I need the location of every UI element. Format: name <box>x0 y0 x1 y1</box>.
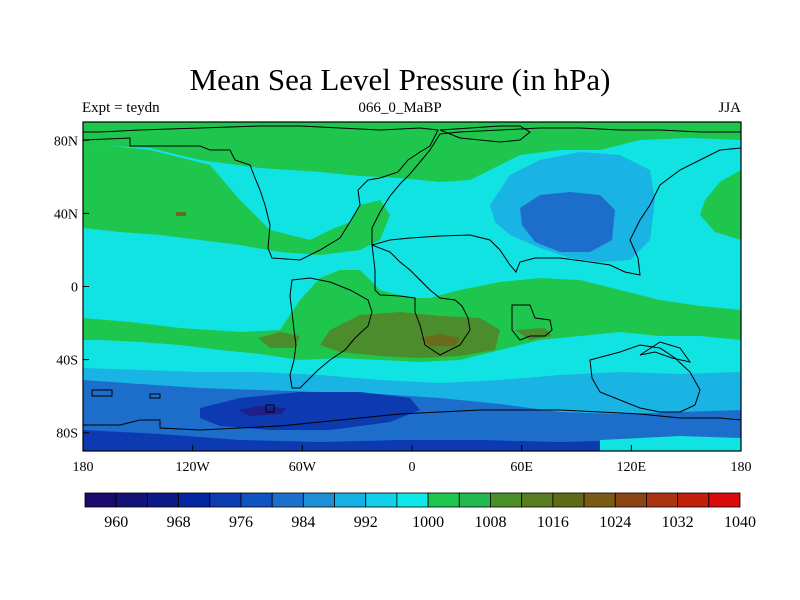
colorbar-label: 1040 <box>724 514 756 531</box>
y-tick-label: 40N <box>54 207 78 222</box>
outline-south-america <box>289 277 373 389</box>
x-tick-label: 0 <box>409 460 416 475</box>
colorbar-label: 976 <box>229 514 253 531</box>
colorbar-swatch <box>365 492 398 508</box>
colorbar-swatch <box>427 492 460 508</box>
y-tick-label: 0 <box>71 281 78 296</box>
x-tick-label: 60E <box>510 460 533 475</box>
x-tick-label: 180 <box>73 460 94 475</box>
experiment-label: Expt = teydn <box>82 100 160 116</box>
colorbar-label: 1032 <box>662 514 694 531</box>
outline-eurasia-africa <box>371 127 742 356</box>
field-brown-core <box>420 334 460 346</box>
colorbar <box>84 492 741 508</box>
outline-india-arabia <box>511 304 553 341</box>
x-tick-label: 60W <box>289 460 317 475</box>
colorbar-label: 1016 <box>537 514 569 531</box>
field-olive-east <box>515 328 552 340</box>
colorbar-swatch <box>458 492 491 508</box>
outline-australia <box>589 344 701 413</box>
colorbar-swatch <box>334 492 367 508</box>
colorbar-swatch <box>677 492 710 508</box>
y-tick-label: 40S <box>56 354 78 369</box>
colorbar-label: 1008 <box>474 514 506 531</box>
colorbar-labels: 960 968 976 984 992 1000 1008 1016 1024 1032 1040 <box>104 514 756 531</box>
x-tick-label: 120E <box>617 460 647 475</box>
field-green-west <box>83 146 390 255</box>
colorbar-label: 984 <box>291 514 315 531</box>
colorbar-label: 1000 <box>412 514 444 531</box>
colorbar-swatch <box>115 492 148 508</box>
colorbar-swatch <box>552 492 585 508</box>
field-brown-north-pacific <box>176 212 186 216</box>
colorbar-swatch <box>583 492 616 508</box>
field-olive-south-high <box>320 312 500 358</box>
outline-small-islands <box>91 389 275 413</box>
x-tick-label: 120W <box>176 460 211 475</box>
field-antarctic-high <box>600 436 741 451</box>
land-outlines <box>82 125 742 431</box>
field-antarctic-edge <box>83 430 741 451</box>
chart-title: Mean Sea Level Pressure (in hPa) <box>189 62 611 97</box>
field-southern-low-core <box>200 392 420 430</box>
y-tick-label: 80N <box>54 134 78 149</box>
colorbar-swatch <box>240 492 273 508</box>
field-olive-west <box>258 332 300 348</box>
colorbar-swatch <box>646 492 679 508</box>
x-axis: 180 120W 60W 0 60E 120E 180 <box>73 445 752 475</box>
season-label: JJA <box>718 100 741 116</box>
colorbar-swatch <box>84 492 117 508</box>
colorbar-label: 1024 <box>599 514 631 531</box>
y-tick-label: 80S <box>56 427 78 442</box>
colorbar-swatch <box>209 492 242 508</box>
field-asia-low-inner <box>520 192 615 252</box>
time-label: 066_0_MaBP <box>358 100 442 116</box>
outline-antarctica <box>83 409 742 431</box>
x-tick-label: 180 <box>731 460 752 475</box>
map-field <box>83 122 741 451</box>
colorbar-label: 968 <box>167 514 191 531</box>
colorbar-swatch <box>146 492 179 508</box>
colorbar-swatch <box>490 492 523 508</box>
field-green-east-pacific <box>700 170 741 240</box>
colorbar-swatch <box>614 492 647 508</box>
colorbar-swatch <box>302 492 335 508</box>
colorbar-label: 992 <box>354 514 378 531</box>
field-green-north <box>83 122 741 182</box>
colorbar-swatch <box>708 492 741 508</box>
colorbar-swatch <box>396 492 429 508</box>
colorbar-label: 960 <box>104 514 128 531</box>
outline-islands-east <box>639 341 692 363</box>
colorbar-swatch <box>178 492 211 508</box>
colorbar-swatch <box>271 492 304 508</box>
outline-north-america <box>82 125 439 261</box>
outline-greenland-arctic <box>439 125 531 143</box>
colorbar-swatch <box>521 492 554 508</box>
y-axis: 80N 40N 0 40S 80S <box>54 134 89 442</box>
